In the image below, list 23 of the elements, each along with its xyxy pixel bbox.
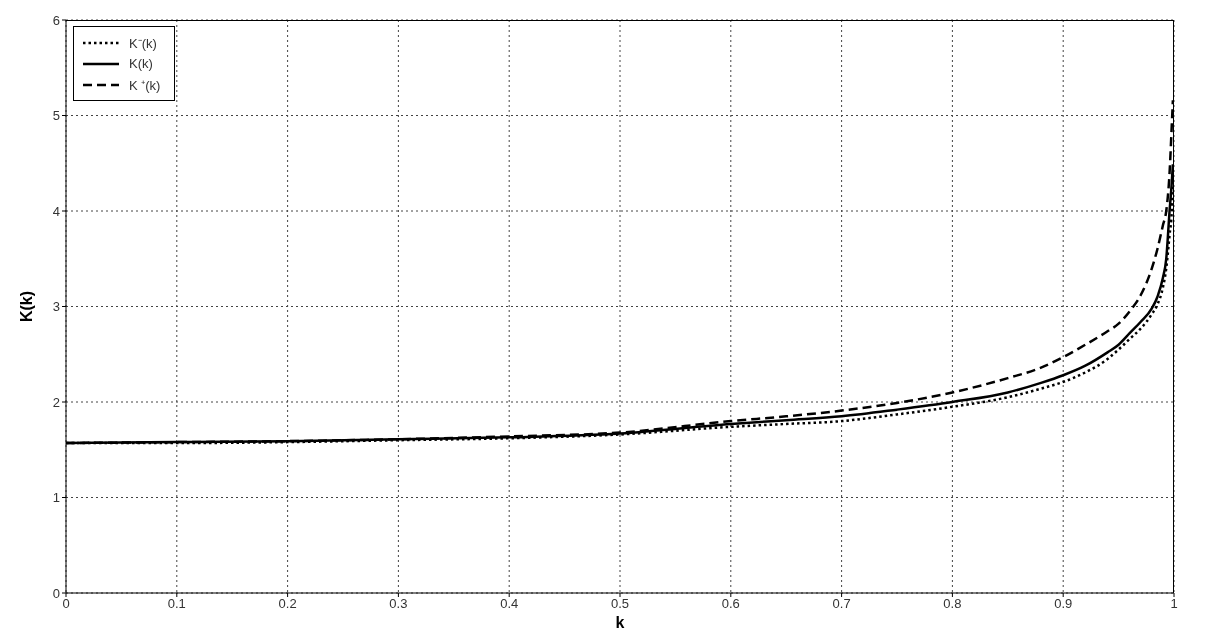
x-tick-label: 0.9 (1054, 596, 1073, 612)
legend-label: K ⁺(k) (129, 76, 161, 94)
x-axis-title: k (615, 614, 625, 631)
x-tick-label: 0.7 (832, 596, 851, 612)
x-tick-label: 0.8 (943, 596, 962, 612)
x-tick-label: 1 (1170, 596, 1178, 612)
y-tick-label: 1 (52, 490, 60, 506)
y-tick-label: 6 (52, 12, 60, 28)
x-tick-label: 0.5 (610, 596, 630, 612)
x-tick-label: 0.3 (389, 596, 408, 612)
y-tick-label: 3 (52, 299, 60, 315)
y-tick-label: 4 (52, 203, 60, 219)
x-tick-label: 0.4 (500, 596, 519, 612)
y-tick-label: 2 (52, 394, 60, 410)
x-tick-label: 0.6 (721, 596, 740, 612)
x-tick-label: 0 (62, 596, 70, 612)
x-tick-label: 0.2 (278, 596, 297, 612)
legend-label: K⁻(k) (129, 34, 157, 52)
y-tick-label: 5 (52, 108, 60, 124)
x-tick-label: 0.1 (167, 596, 186, 612)
legend-label: K(k) (129, 56, 153, 71)
y-tick-label: 0 (52, 585, 60, 601)
y-axis-title: K(k) (17, 290, 35, 323)
